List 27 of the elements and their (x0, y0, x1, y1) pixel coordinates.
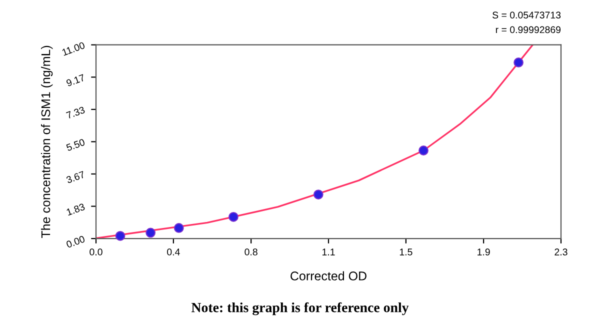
point (313, 190, 324, 200)
y-tick-label: 0.00 (66, 235, 86, 248)
y-tick-label: 7.33 (66, 106, 86, 119)
text: r = 0.99992869 (496, 26, 561, 34)
point (146, 228, 156, 238)
x-tick-label: 1.5 (400, 248, 412, 256)
x-tick-label: 0.8 (244, 248, 258, 256)
y-axis-title: The concentration of ISM1 (ng/mL) (41, 46, 53, 238)
x-tick-label: 0.4 (167, 248, 180, 256)
x-tick-label: 1.1 (322, 248, 335, 256)
y-tick-label: 1.83 (66, 203, 86, 216)
x-tick-label: 0.0 (90, 248, 102, 256)
x-tick-label: 2.3 (554, 248, 568, 256)
point (115, 230, 126, 241)
x-tick-label: 1.9 (478, 248, 490, 256)
y-tick-label: 3.67 (66, 170, 86, 184)
point (418, 146, 428, 156)
line-series (96, 44, 534, 239)
point (174, 223, 184, 233)
text: Note: this graph is for reference only (191, 302, 409, 316)
y-tick-label: 11.00 (62, 42, 86, 56)
point (228, 212, 238, 222)
x-axis-title: Corrected OD (290, 271, 366, 280)
point (514, 58, 524, 68)
text: S = 0.05473713 (492, 12, 561, 19)
y-tick-label: 5.50 (66, 138, 86, 152)
y-tick-label: 9.17 (66, 74, 86, 87)
